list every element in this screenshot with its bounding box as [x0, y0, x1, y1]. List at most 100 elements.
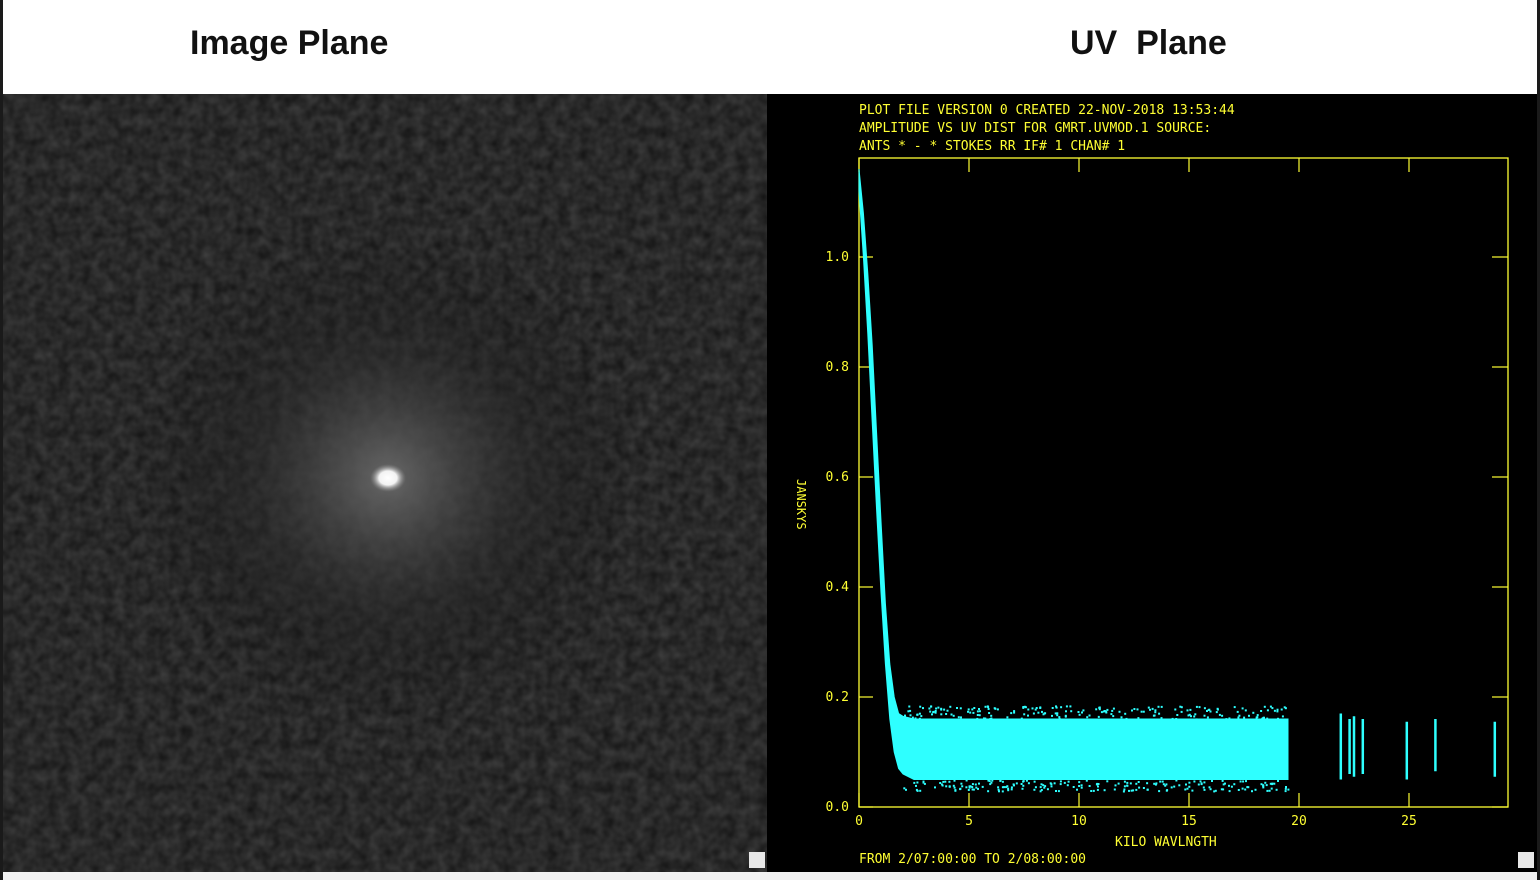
uv-scatter-point — [1125, 717, 1128, 720]
uv-scatter-point — [954, 789, 957, 792]
uv-scatter-point — [1024, 706, 1027, 709]
uv-scatter-point — [919, 789, 922, 792]
uv-scatter-point — [1273, 782, 1276, 785]
uv-scatter-point — [1123, 780, 1126, 783]
uv-scatter-point — [1155, 782, 1158, 785]
uv-scatter-point — [1221, 779, 1224, 782]
uv-scatter-point — [1197, 783, 1200, 786]
uv-scatter-point — [935, 707, 938, 710]
uv-scatter-point — [1010, 712, 1013, 715]
uv-scatter-point — [1154, 709, 1157, 712]
uv-scatter-point — [1103, 710, 1106, 712]
uv-scatter-point — [1022, 784, 1025, 787]
uv-scatter-point — [1179, 705, 1182, 708]
uv-scatter-point — [1276, 708, 1279, 711]
uv-scatter-point — [1251, 790, 1253, 793]
uv-scatter-point — [1140, 710, 1143, 713]
uv-scatter-point — [1058, 716, 1061, 719]
uv-scatter-point — [1064, 715, 1067, 718]
uv-scatter-point — [934, 710, 937, 712]
uv-scatter-point — [1285, 786, 1287, 788]
uv-scatter-point — [916, 789, 919, 792]
uv-scatter-point — [1283, 706, 1286, 709]
uv-scatter-point — [943, 708, 946, 711]
uv-scatter-point — [946, 709, 949, 712]
uv-scatter-point — [1124, 712, 1127, 715]
uv-scatter-point — [909, 714, 912, 717]
uv-scatter-point — [1230, 785, 1233, 788]
uv-scatter-point — [1284, 787, 1287, 790]
uv-scatter-point — [1059, 783, 1062, 786]
uv-scatter-point — [1275, 788, 1278, 791]
uv-scatter-point — [1228, 717, 1231, 720]
uv-scatter-point — [1202, 786, 1205, 789]
uv-scatter-point — [1237, 789, 1240, 791]
uv-scatter-point — [1130, 789, 1133, 792]
uv-scatter-point — [1110, 713, 1113, 716]
image-plane-canvas — [3, 94, 767, 872]
uv-scatter-point — [1055, 790, 1057, 792]
uv-scatter-point — [959, 707, 962, 710]
uv-scatter-point — [1194, 713, 1197, 716]
uv-scatter-point — [1137, 717, 1140, 720]
uv-scatter-point — [1193, 780, 1196, 783]
uv-scatter-point — [1043, 786, 1046, 789]
uv-scatter-point — [1039, 707, 1042, 709]
uv-scatter-point — [975, 786, 978, 789]
uv-scatter-point — [1040, 789, 1043, 791]
uv-scatter-point — [1020, 717, 1023, 720]
uv-scatter-point — [1175, 718, 1178, 720]
uv-scatter-point — [977, 787, 979, 790]
uv-scatter-point — [1003, 786, 1006, 789]
uv-scatter-point — [1157, 705, 1160, 708]
frame-right-border — [1537, 0, 1540, 880]
image-panel-resize-grip[interactable] — [749, 852, 765, 868]
uv-scatter-point — [1224, 782, 1226, 785]
uv-scatter-point — [1238, 714, 1241, 717]
uv-scatter-point — [1053, 782, 1056, 785]
uv-scatter-point — [940, 783, 943, 786]
uv-scatter-point — [1097, 715, 1100, 718]
uv-scatter-point — [1097, 785, 1099, 788]
uv-scatter-point — [1015, 782, 1018, 785]
uv-scatter-point — [967, 710, 969, 713]
uv-scatter-point — [1271, 707, 1274, 710]
uv-scatter-point — [1175, 779, 1178, 782]
uv-scatter-point — [1055, 706, 1058, 709]
uv-scatter-point — [1242, 780, 1245, 783]
uv-scatter-point — [1065, 705, 1068, 708]
uv-scatter-point — [997, 786, 1000, 789]
plot-header-line1: PLOT FILE VERSION 0 CREATED 22-NOV-2018 … — [859, 103, 1235, 118]
uv-scatter-point — [1077, 711, 1080, 713]
uv-scatter-point — [1185, 783, 1187, 786]
uv-scatter-point — [1203, 707, 1206, 710]
uv-scatter-point — [1203, 781, 1206, 784]
uv-scatter-point — [1260, 710, 1263, 712]
uv-scatter-point — [986, 705, 989, 708]
uv-scatter-point — [1051, 707, 1054, 709]
uv-scatter-point — [960, 782, 963, 785]
uv-scatter-point — [1054, 712, 1057, 715]
uv-scatter-point — [972, 711, 975, 714]
y-tick-label: 0.6 — [826, 470, 849, 485]
uv-scatter-point — [905, 788, 907, 791]
uv-scatter-point — [971, 786, 974, 789]
uv-scatter-point — [960, 716, 962, 719]
uv-scatter-point — [1154, 711, 1157, 714]
uv-panel-resize-grip[interactable] — [1518, 852, 1534, 868]
uv-scatter-point — [1010, 786, 1013, 789]
uv-scatter-point — [949, 705, 952, 708]
uv-scatter-point — [1243, 716, 1246, 719]
uv-scatter-point — [1037, 711, 1040, 714]
uv-scatter-point — [987, 708, 990, 710]
y-tick-label: 0.2 — [826, 690, 849, 705]
uv-scatter-point — [967, 789, 970, 791]
y-tick-label: 0.4 — [826, 580, 850, 595]
uv-scatter-point — [974, 783, 977, 786]
uv-scatter-point — [932, 711, 935, 714]
uv-scatter-point — [978, 782, 980, 785]
uv-scatter-point — [945, 713, 948, 715]
uv-scatter-point — [915, 718, 918, 721]
plot-header-line2: AMPLITUDE VS UV DIST FOR GMRT.UVMOD.1 SO… — [859, 121, 1211, 136]
uv-scatter-point — [1266, 789, 1269, 792]
